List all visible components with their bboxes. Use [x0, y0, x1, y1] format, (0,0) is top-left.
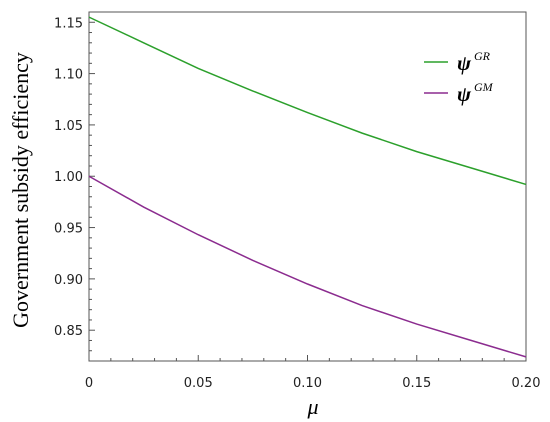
- y-tick-label: 0.90: [54, 273, 83, 288]
- series-lines: [88, 16, 527, 358]
- series-line-gm: [88, 175, 527, 358]
- legend: ψ GRψ GM: [424, 49, 494, 106]
- y-tick-label: 0.85: [54, 324, 83, 339]
- y-tick-label: 0.95: [54, 222, 83, 237]
- y-tick-label: 1.15: [54, 16, 83, 31]
- plot-area: 0 0.05 0.10 0.15 0.20 0.85 0.90 0.95 1.00 1.05 1.…: [54, 11, 541, 391]
- y-tick-label: 1.10: [54, 68, 83, 83]
- legend-superscript: GM: [474, 80, 494, 94]
- legend-symbol: ψ: [457, 51, 472, 75]
- legend-superscript: GR: [474, 49, 491, 63]
- legend-symbol: ψ: [457, 82, 472, 106]
- x-tick-label: 0.10: [293, 376, 322, 391]
- x-tick-label: 0.20: [512, 376, 541, 391]
- y-tick-label: 1.05: [54, 119, 83, 134]
- legend-item-gr: ψ GR: [424, 49, 491, 75]
- x-tick-label: 0.05: [184, 376, 213, 391]
- x-axis: 0 0.05 0.10 0.15 0.20: [85, 355, 541, 391]
- x-tick-label: 0.15: [402, 376, 431, 391]
- y-axis: 0.85 0.90 0.95 1.00 1.05 1.10 1.15: [54, 16, 95, 352]
- legend-item-gm: ψ GM: [424, 80, 494, 106]
- y-tick-label: 1.00: [54, 170, 83, 185]
- x-axis-label: μ: [306, 394, 318, 419]
- y-axis-label: Government subsidy efficiency: [8, 52, 33, 328]
- series-line-gr: [88, 16, 527, 186]
- x-tick-label: 0: [85, 376, 93, 391]
